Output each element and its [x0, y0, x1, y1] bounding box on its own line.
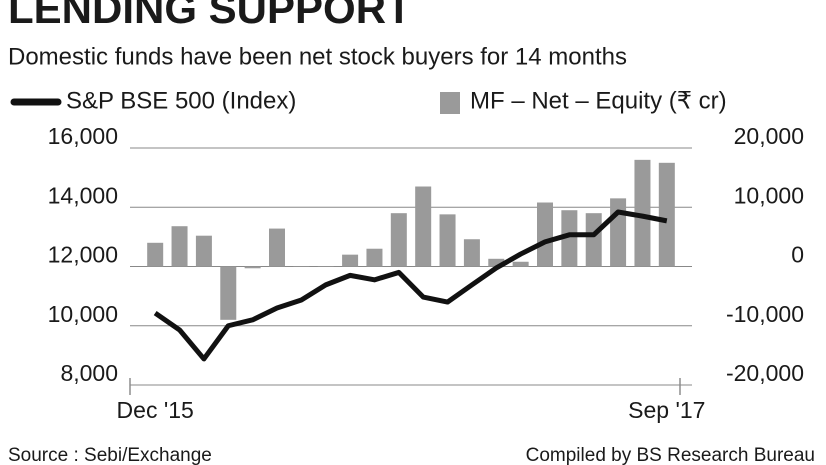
bar	[634, 159, 651, 267]
y2-tick-label: -10,000	[726, 301, 804, 327]
x-tick-label: Dec '15	[117, 397, 194, 423]
y-tick-label: 8,000	[60, 360, 118, 386]
x-tick-label: Sep '17	[628, 397, 705, 423]
bar	[585, 213, 602, 267]
bar	[293, 266, 310, 267]
y-tick-label: 10,000	[48, 301, 118, 327]
bar	[147, 242, 164, 267]
y-tick-label: 12,000	[48, 242, 118, 268]
chart-subtitle: Domestic funds have been net stock buyer…	[8, 43, 627, 70]
bar	[244, 266, 261, 269]
bar	[220, 266, 237, 320]
legend-label: MF – Net – Equity (₹ cr)	[470, 87, 727, 114]
line	[153, 209, 668, 362]
bar	[512, 261, 529, 267]
y2-tick-label: 0	[791, 242, 804, 268]
bar	[415, 186, 432, 267]
bar	[317, 266, 334, 267]
y2-tick-label: 20,000	[734, 123, 804, 149]
legend-label: S&P BSE 500 (Index)	[66, 87, 296, 114]
y-tick-label: 16,000	[48, 123, 118, 149]
credit: Compiled by BS Research Bureau	[526, 445, 815, 465]
y2-tick-label: 10,000	[734, 182, 804, 208]
legend-bar-swatch	[440, 92, 460, 114]
bar	[537, 202, 553, 267]
bar	[390, 213, 407, 267]
bar	[342, 254, 359, 267]
bar	[366, 248, 383, 267]
bar	[463, 239, 480, 267]
chart-title: LENDING SUPPORT	[8, 0, 412, 32]
bar	[171, 226, 188, 267]
bar	[269, 228, 285, 267]
bar	[195, 235, 212, 267]
source: Source : Sebi/Exchange	[8, 445, 212, 465]
bar	[561, 210, 578, 267]
bar	[610, 198, 627, 267]
bar	[658, 162, 675, 267]
bar	[488, 258, 505, 267]
bar	[439, 214, 456, 267]
y-tick-label: 14,000	[48, 182, 118, 208]
y2-tick-label: -20,000	[726, 360, 804, 386]
